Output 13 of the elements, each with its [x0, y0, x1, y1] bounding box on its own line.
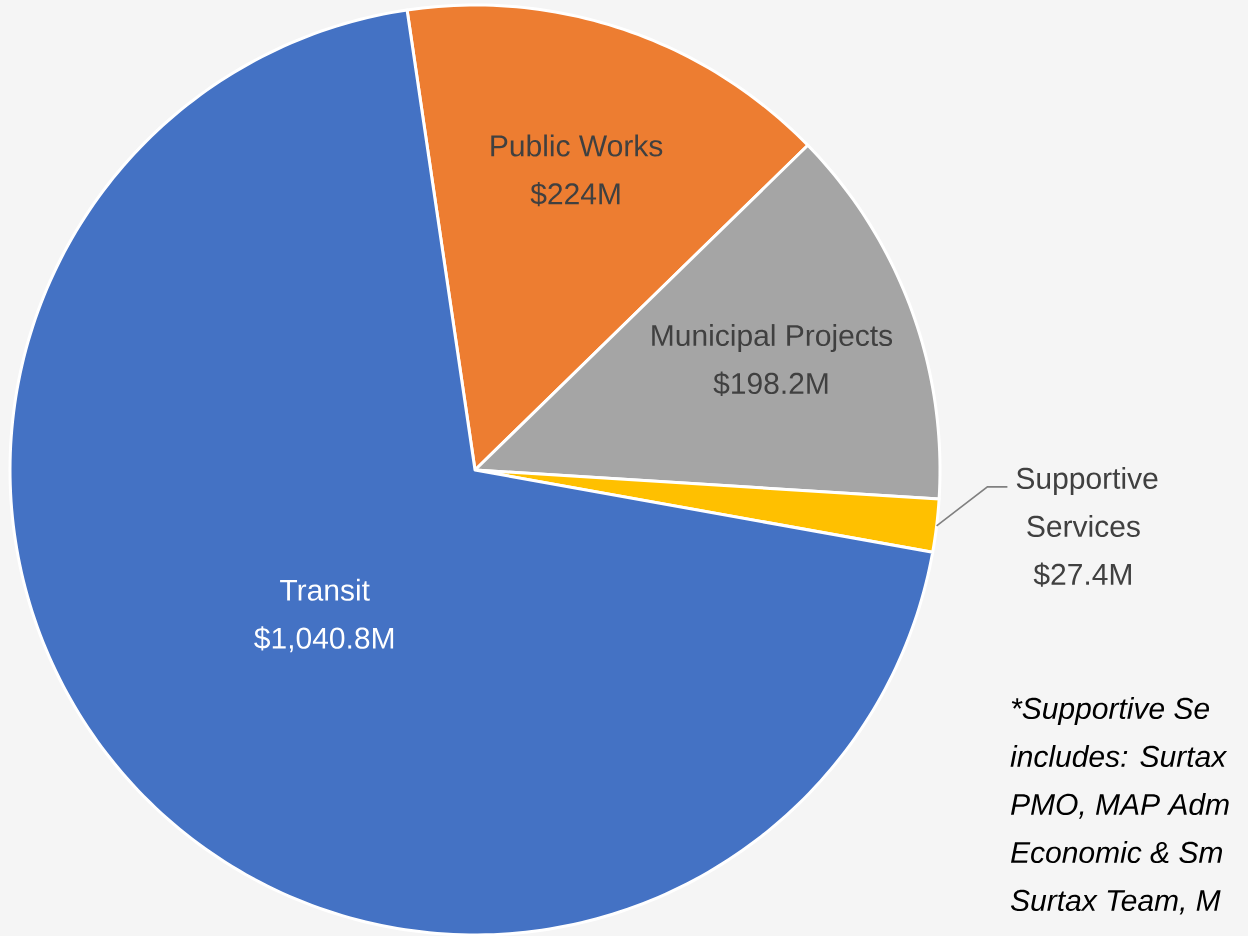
slice-label: Transit: [280, 578, 370, 601]
text: Economic & Sm: [1010, 840, 1223, 863]
data-label: $224M: [530, 181, 620, 207]
text: Surtax Team, M: [1010, 889, 1221, 915]
text: PMO, MAP Adm: [1010, 792, 1229, 819]
data-label: $1,040.8M: [254, 626, 394, 653]
slice-label: Municipal Projects: [652, 323, 893, 352]
text: *Supportive Se: [1011, 696, 1210, 725]
text: includes: Surtax: [1010, 744, 1228, 767]
slice-label: Public Works: [491, 134, 663, 157]
data-label: $27.4M: [1033, 562, 1131, 587]
data-label: $198.2M: [713, 371, 828, 396]
slice-label: Supportive Services: [1016, 466, 1158, 537]
